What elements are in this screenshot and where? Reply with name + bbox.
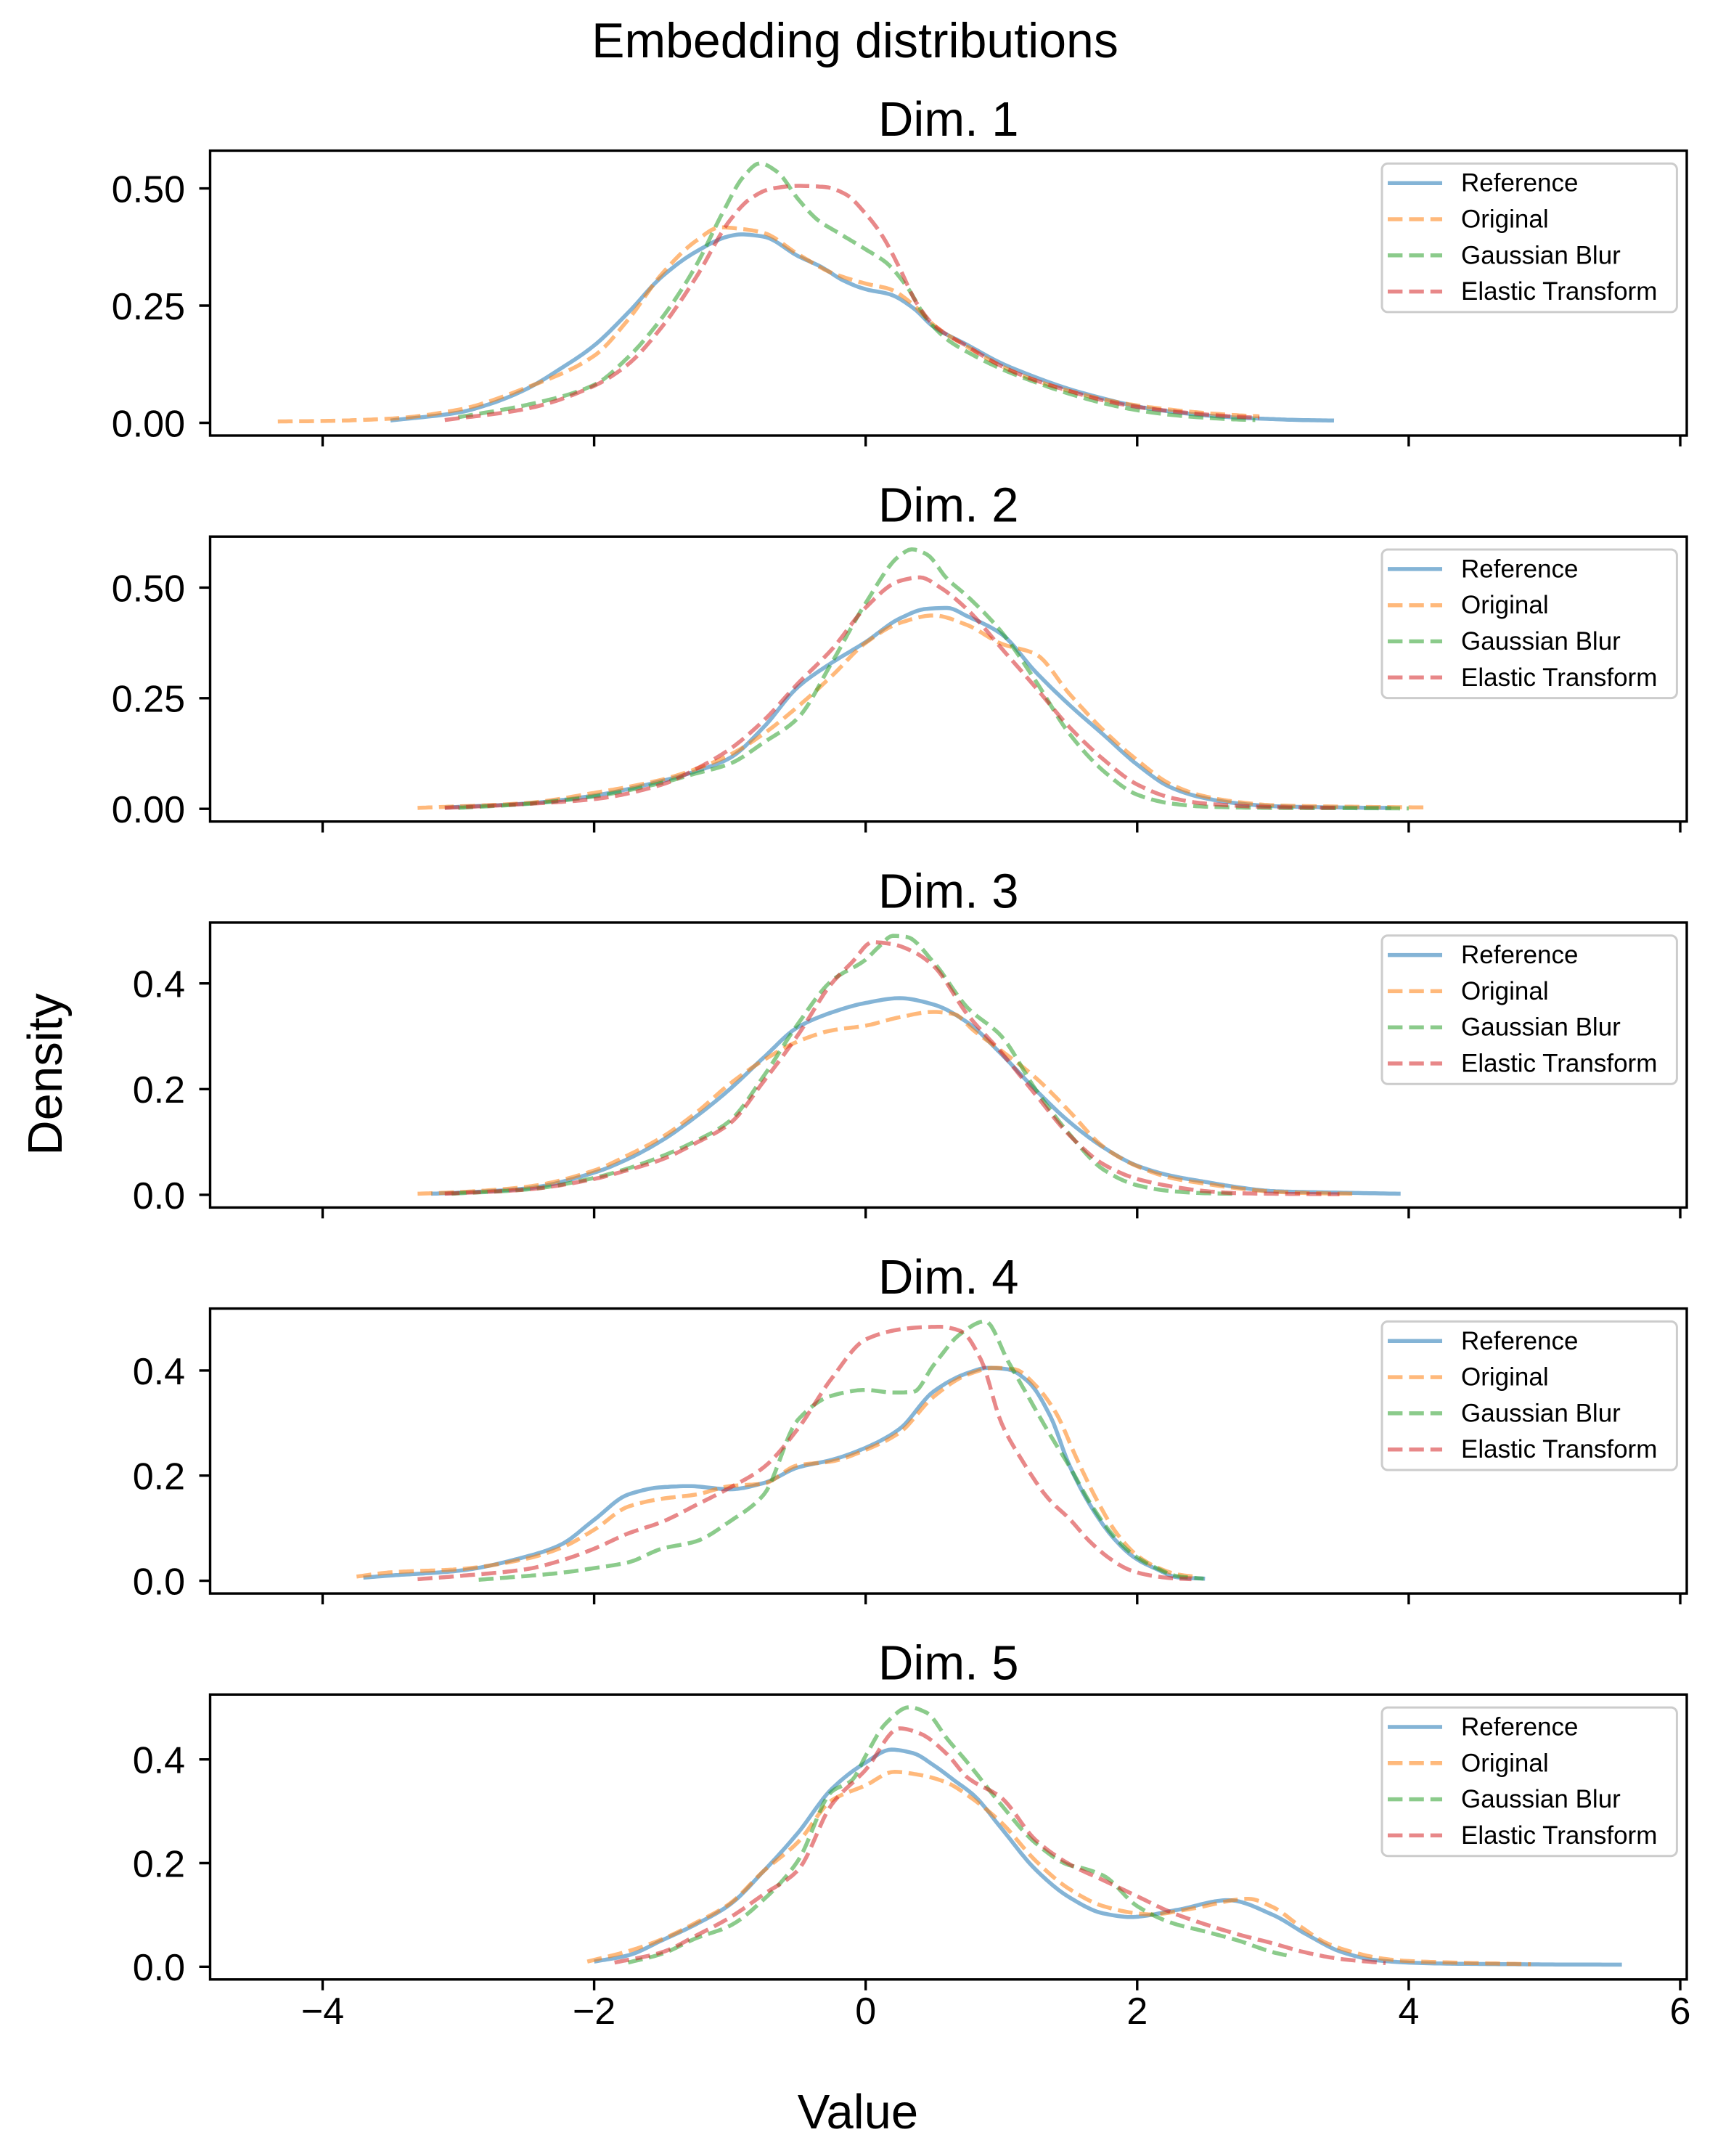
svg-text:0.0: 0.0 — [133, 1175, 185, 1217]
svg-text:Elastic Transform: Elastic Transform — [1461, 277, 1657, 306]
svg-text:−2: −2 — [573, 1990, 615, 2033]
svg-text:0.25: 0.25 — [112, 286, 185, 328]
svg-text:Reference: Reference — [1461, 555, 1578, 583]
svg-text:0.2: 0.2 — [133, 1456, 185, 1498]
svg-text:Elastic Transform: Elastic Transform — [1461, 1435, 1657, 1463]
svg-text:0.50: 0.50 — [112, 169, 185, 211]
svg-text:Gaussian Blur: Gaussian Blur — [1461, 1013, 1621, 1042]
svg-text:0.0: 0.0 — [133, 1947, 185, 1989]
svg-text:Density: Density — [18, 993, 73, 1156]
svg-text:Reference: Reference — [1461, 1713, 1578, 1741]
svg-text:Original: Original — [1461, 1363, 1549, 1392]
svg-text:Original: Original — [1461, 1749, 1549, 1777]
svg-text:4: 4 — [1398, 1990, 1419, 2033]
svg-text:Embedding distributions: Embedding distributions — [592, 13, 1118, 68]
svg-text:0: 0 — [855, 1990, 876, 2033]
svg-text:0.2: 0.2 — [133, 1069, 185, 1111]
svg-text:Dim. 2: Dim. 2 — [878, 478, 1019, 533]
svg-text:Gaussian Blur: Gaussian Blur — [1461, 241, 1621, 269]
svg-text:2: 2 — [1126, 1990, 1148, 2033]
svg-text:Dim. 3: Dim. 3 — [878, 864, 1019, 918]
svg-text:Original: Original — [1461, 977, 1549, 1005]
svg-text:Elastic Transform: Elastic Transform — [1461, 1050, 1657, 1078]
svg-text:Dim. 1: Dim. 1 — [878, 92, 1019, 147]
svg-text:0.00: 0.00 — [112, 403, 185, 445]
svg-text:Original: Original — [1461, 205, 1549, 234]
svg-text:0.25: 0.25 — [112, 679, 185, 721]
svg-text:Reference: Reference — [1461, 1327, 1578, 1355]
svg-text:0.00: 0.00 — [112, 789, 185, 831]
svg-text:Gaussian Blur: Gaussian Blur — [1461, 1399, 1621, 1427]
svg-text:Reference: Reference — [1461, 169, 1578, 197]
svg-text:Gaussian Blur: Gaussian Blur — [1461, 1785, 1621, 1813]
svg-text:0.4: 0.4 — [133, 1351, 185, 1393]
svg-text:Gaussian Blur: Gaussian Blur — [1461, 627, 1621, 656]
svg-text:0.4: 0.4 — [133, 964, 185, 1006]
svg-text:0.2: 0.2 — [133, 1843, 185, 1885]
svg-text:0.4: 0.4 — [133, 1740, 185, 1782]
svg-text:−4: −4 — [301, 1990, 344, 2033]
svg-text:Dim. 5: Dim. 5 — [878, 1636, 1019, 1691]
svg-text:Dim. 4: Dim. 4 — [878, 1250, 1019, 1304]
svg-text:Elastic Transform: Elastic Transform — [1461, 1821, 1657, 1850]
svg-text:Value: Value — [798, 2085, 918, 2139]
svg-text:6: 6 — [1670, 1990, 1691, 2033]
svg-text:0.50: 0.50 — [112, 568, 185, 610]
svg-text:Original: Original — [1461, 591, 1549, 619]
svg-text:Elastic Transform: Elastic Transform — [1461, 663, 1657, 692]
svg-text:Reference: Reference — [1461, 941, 1578, 969]
svg-text:0.0: 0.0 — [133, 1561, 185, 1604]
